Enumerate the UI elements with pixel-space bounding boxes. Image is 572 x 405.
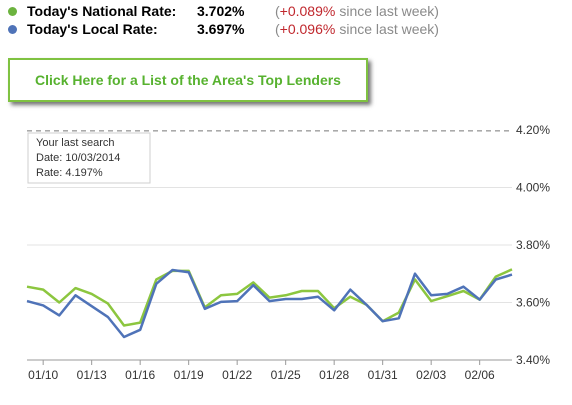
x-tick-label: 01/28 (319, 368, 349, 382)
chart-grid (27, 187, 512, 361)
national-dot-icon (8, 6, 17, 16)
x-tick-label: 02/03 (416, 368, 446, 382)
local-dot-icon (8, 24, 17, 34)
x-axis-ticks: 01/10 01/13 01/16 01/19 01/22 01/25 01/28 01/31… (28, 360, 495, 382)
rate-chart: 01/10 01/13 01/16 01/19 01/22 01/25 01/28 01/31… (26, 123, 550, 382)
x-tick-label: 01/22 (222, 368, 252, 382)
y-axis-ticks: 4.20% 4.00% 3.80% 3.60% 3.40% (516, 123, 550, 367)
x-tick-label: 01/10 (28, 368, 58, 382)
tooltip-line-3: Rate: 4.197% (36, 167, 103, 179)
top-lenders-button[interactable]: Click Here for a List of the Area's Top … (8, 58, 368, 102)
national-rate-since: since last week (339, 3, 435, 19)
chart-series (26, 268, 513, 339)
x-tick-label: 01/31 (368, 368, 398, 382)
local-rate-label: Today's Local Rate: (27, 21, 158, 37)
last-search-tooltip: Your last search Date: 10/03/2014 Rate: … (27, 132, 151, 184)
y-tick-label: 3.80% (516, 238, 550, 252)
y-tick-label: 4.00% (516, 181, 550, 195)
top-lenders-button-label: Click Here for a List of the Area's Top … (35, 72, 341, 88)
x-tick-label: 01/19 (174, 368, 204, 382)
series-line-2 (26, 268, 513, 339)
national-rate-row: Today's National Rate: 3.702% (+0.089% s… (8, 2, 439, 20)
x-tick-label: 01/13 (77, 368, 107, 382)
local-rate-row: Today's Local Rate: 3.697% (+0.096% sinc… (8, 20, 439, 38)
tooltip-line-1: Your last search (36, 137, 114, 149)
local-rate-change: +0.096% (279, 21, 336, 37)
tooltip-box (27, 132, 151, 184)
local-rate-since: since last week (339, 21, 435, 37)
national-rate-change: +0.089% (279, 3, 336, 19)
national-rate-label: Today's National Rate: (27, 3, 177, 19)
y-tick-label: 3.40% (516, 353, 550, 367)
tooltip-line-2: Date: 10/03/2014 (36, 152, 120, 164)
x-tick-label: 02/06 (465, 368, 495, 382)
x-tick-label: 01/25 (271, 368, 301, 382)
y-tick-label: 4.20% (516, 123, 550, 137)
y-tick-label: 3.60% (516, 296, 550, 310)
x-tick-label: 01/16 (125, 368, 155, 382)
series-line-1 (26, 268, 513, 327)
national-rate-value: 3.702% (197, 3, 245, 19)
local-rate-value: 3.697% (197, 21, 245, 37)
rates-summary: Today's National Rate: 3.702% (+0.089% s… (8, 2, 439, 38)
